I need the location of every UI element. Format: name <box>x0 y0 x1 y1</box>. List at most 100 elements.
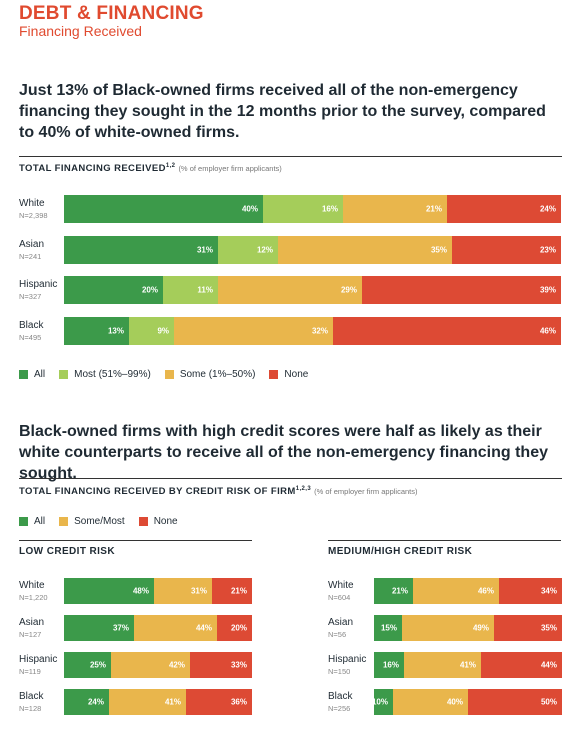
row-label-asian: Asian N=241 <box>19 239 44 263</box>
data-label: 24% <box>539 204 556 214</box>
legend-item-none: None <box>269 369 308 380</box>
category-name: Hispanic <box>19 279 58 290</box>
bar-hispanic: 20% 11% 29% 39% <box>64 276 561 304</box>
sample-size: N=327 <box>19 292 42 301</box>
chart2-title: TOTAL FINANCING RECEIVED BY CREDIT RISK … <box>19 486 418 497</box>
bar-segment-none: 39% <box>362 276 561 304</box>
sample-size: N=150 <box>328 667 351 676</box>
bar-segment-all: 16% <box>374 652 404 678</box>
bar-segment-most-51-99: 9% <box>129 316 174 345</box>
data-label: 10% <box>371 697 388 707</box>
chart1-title-text: TOTAL FINANCING RECEIVED <box>19 163 166 175</box>
data-label: 16% <box>321 204 338 214</box>
sample-size: N=2,398 <box>19 211 48 220</box>
bar-segment-none: 46% <box>333 316 561 345</box>
data-label: 37% <box>112 623 129 633</box>
medhigh-risk-divider <box>328 540 561 541</box>
bar-segment-all: 40% <box>64 195 263 223</box>
bar-segment-some-most: 42% <box>111 652 190 678</box>
data-label: 20% <box>230 623 247 633</box>
bar-segment-all: 24% <box>64 689 109 715</box>
row-label-black: Black N=256 <box>328 691 352 715</box>
data-label: 25% <box>89 660 106 670</box>
headline-1: Just 13% of Black-owned firms received a… <box>19 82 546 141</box>
bar-segment-none: 35% <box>494 615 562 641</box>
section-title: DEBT & FINANCING <box>19 3 204 24</box>
data-label: 44% <box>540 660 557 670</box>
data-label: 15% <box>380 623 397 633</box>
bar-segment-none: 23% <box>452 235 561 264</box>
bar-segment-some-1-50: 32% <box>174 316 333 345</box>
data-label: 40% <box>241 204 258 214</box>
data-label: 12% <box>256 245 273 254</box>
data-label: 23% <box>539 245 556 254</box>
bar-segment-all: 25% <box>64 652 111 678</box>
category-name: Asian <box>328 617 354 628</box>
row-label-black: Black N=495 <box>19 320 43 344</box>
bar-white: 21% 46% 34% <box>374 578 562 604</box>
bar-segment-some-1-50: 35% <box>278 235 452 264</box>
legend-swatch <box>59 370 69 379</box>
category-name: White <box>19 580 45 591</box>
legend-label: Some/Most <box>74 516 125 527</box>
low-risk-panel-title: LOW CREDIT RISK <box>19 546 115 557</box>
legend-swatch <box>138 517 148 526</box>
data-label: 24% <box>87 697 104 707</box>
row-label-hispanic: Hispanic N=119 <box>19 654 57 678</box>
bar-segment-some-most: 46% <box>413 578 499 604</box>
chart2-legend: All Some/Most None <box>19 516 192 527</box>
data-label: 21% <box>391 586 408 596</box>
legend-item-all: All <box>19 516 45 527</box>
data-label: 39% <box>539 285 556 295</box>
sample-size: N=56 <box>328 630 347 639</box>
data-label: 20% <box>141 285 158 295</box>
sample-size: N=495 <box>19 332 42 342</box>
legend-label: All <box>34 516 46 527</box>
bar-segment-most-51-99: 12% <box>218 235 278 264</box>
bar-segment-some-1-50: 29% <box>218 276 362 304</box>
category-name: White <box>19 198 45 209</box>
bar-segment-none: 21% <box>212 578 252 604</box>
chart2-title-text: TOTAL FINANCING RECEIVED BY CREDIT RISK … <box>19 486 296 498</box>
section-subtitle: Financing Received <box>19 23 142 39</box>
bar-segment-all: 15% <box>374 615 402 641</box>
data-label: 40% <box>446 697 463 707</box>
bar-asian: 15% 49% 35% <box>374 615 562 641</box>
bar-segment-some-most: 31% <box>154 578 212 604</box>
bar-hispanic: 16% 41% 44% <box>374 652 562 678</box>
sample-size: N=604 <box>328 593 351 602</box>
bar-segment-all: 37% <box>64 615 134 641</box>
data-label: 35% <box>430 245 447 254</box>
data-label: 21% <box>230 586 247 596</box>
bar-segment-none: 24% <box>447 195 561 223</box>
bar-segment-all: 48% <box>64 578 154 604</box>
data-label: 35% <box>540 623 557 633</box>
data-label: 44% <box>195 623 212 633</box>
data-label: 34% <box>540 586 557 596</box>
bar-hispanic: 25% 42% 33% <box>64 652 252 678</box>
data-label: 21% <box>425 204 442 214</box>
divider-1 <box>19 156 562 157</box>
medhigh-risk-panel-title: MEDIUM/HIGH CREDIT RISK <box>328 546 473 557</box>
category-name: Black <box>328 691 353 702</box>
bar-segment-none: 34% <box>499 578 562 604</box>
data-label: 9% <box>157 326 169 335</box>
data-label: 41% <box>164 697 181 707</box>
data-label: 49% <box>472 623 489 633</box>
legend-label: None <box>284 369 309 380</box>
bar-asian: 37% 44% 20% <box>64 615 252 641</box>
data-label: 32% <box>311 326 328 335</box>
bar-segment-some-most: 41% <box>109 689 186 715</box>
bar-segment-all: 10% <box>371 689 393 715</box>
bar-segment-all: 31% <box>64 235 218 264</box>
data-label: 13% <box>107 326 124 335</box>
data-label: 31% <box>196 245 213 254</box>
data-label: 11% <box>197 285 213 295</box>
legend-swatch <box>59 517 69 526</box>
sample-size: N=128 <box>19 704 42 713</box>
bar-segment-some-1-50: 21% <box>343 195 447 223</box>
legend-item-some-most: Some/Most <box>59 516 125 527</box>
legend-label: Some (1%–50%) <box>179 369 256 380</box>
data-label: 33% <box>230 660 247 670</box>
category-name: Asian <box>19 617 45 628</box>
